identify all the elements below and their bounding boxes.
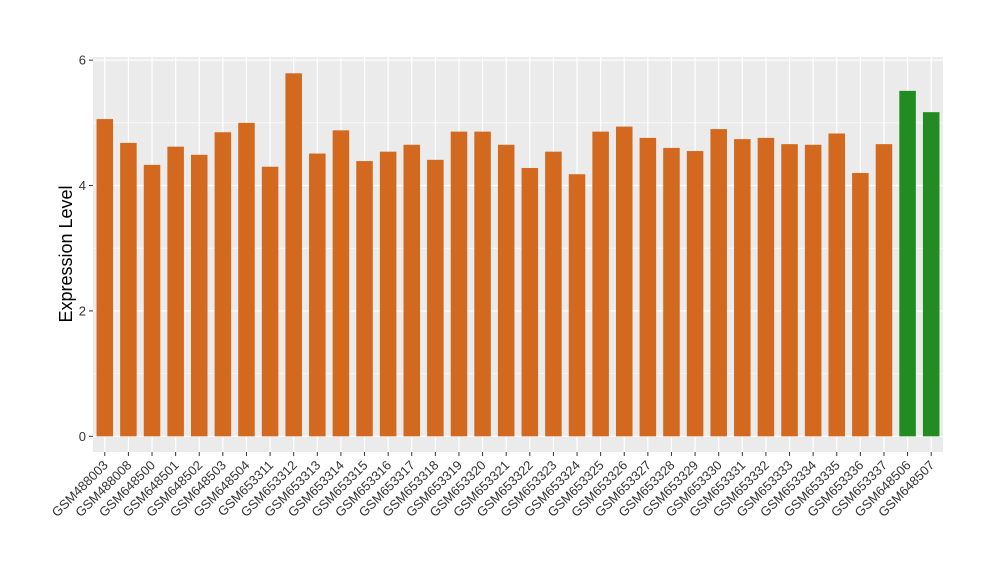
bar-GSM653325 (592, 131, 609, 437)
bar-GSM653313 (309, 153, 326, 437)
bar-GSM653327 (639, 137, 657, 437)
bar-GSM653336 (852, 172, 869, 437)
bar-GSM653330 (710, 129, 727, 437)
bar-GSM653326 (615, 126, 633, 437)
bar-GSM653333 (781, 144, 798, 437)
bar-GSM648507 (922, 112, 940, 437)
bar-GSM648506 (899, 90, 916, 437)
bar-GSM653316 (379, 151, 397, 437)
bar-GSM653321 (497, 144, 515, 437)
bar-GSM653311 (261, 166, 279, 437)
y-tick-label: 4 (79, 178, 86, 193)
bars (96, 73, 940, 437)
bar-GSM648503 (214, 132, 232, 437)
bar-GSM653318 (427, 159, 444, 437)
bar-GSM653332 (757, 137, 775, 437)
bar-GSM648502 (190, 154, 208, 437)
bar-GSM653314 (332, 130, 350, 437)
bar-GSM653322 (521, 167, 539, 437)
x-axis: GSM488003GSM488008GSM648500GSM648501GSM6… (49, 452, 937, 520)
y-tick-label: 6 (79, 53, 86, 68)
bar-GSM653328 (663, 147, 680, 437)
y-axis: 0 2 4 6 (79, 53, 93, 444)
bar-GSM653312 (285, 73, 302, 437)
bar-GSM653317 (403, 144, 421, 437)
bar-GSM648500 (143, 164, 161, 437)
bar-GSM653331 (734, 139, 751, 437)
bar-GSM653323 (545, 151, 562, 437)
bar-GSM488008 (120, 142, 137, 437)
bar-GSM653319 (450, 131, 468, 437)
bar-GSM653329 (686, 151, 704, 437)
bar-GSM653337 (875, 144, 893, 437)
bar-GSM653315 (356, 161, 373, 437)
bar-GSM653335 (828, 133, 846, 437)
bar-GSM648504 (238, 122, 255, 437)
y-tick-label: 2 (79, 303, 86, 318)
bar-GSM488003 (96, 119, 114, 437)
bar-GSM648501 (167, 146, 184, 437)
bar-GSM653324 (568, 174, 586, 437)
y-tick-label: 0 (79, 429, 86, 444)
bar-GSM653320 (474, 131, 491, 437)
bar-GSM653334 (804, 144, 822, 437)
y-axis-title: Expression Level (56, 185, 76, 322)
